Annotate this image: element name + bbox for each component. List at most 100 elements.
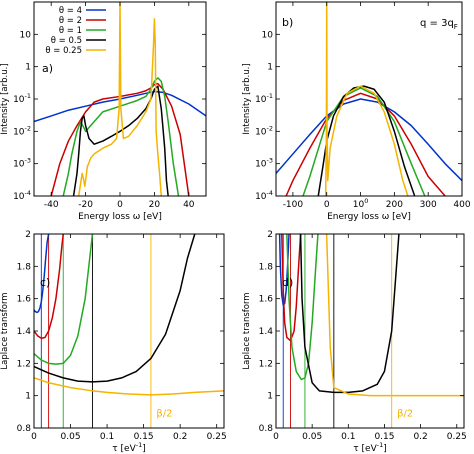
y-tick-label: 0.8 [17, 424, 32, 434]
x-tick-label: 0.15 [134, 432, 154, 442]
series-line [285, 92, 446, 196]
y-tick-label: 1.6 [259, 295, 274, 305]
y-tick-label: 1 [25, 392, 31, 402]
series-line [34, 377, 224, 396]
annotation-beta: β/2 [397, 409, 413, 420]
y-tick-label: 10-1 [13, 92, 31, 105]
y-tick-label: 10-3 [255, 157, 273, 170]
x-tick-label: -20 [78, 200, 93, 210]
y-tick-label: 1.2 [259, 359, 273, 369]
x-tick-label: 20 [149, 200, 161, 210]
x-tick-label: 300 [420, 200, 437, 210]
y-tick-label: 2 [25, 230, 31, 240]
y-tick-label: 1.4 [259, 327, 274, 337]
x-tick-label: 0.2 [173, 432, 187, 442]
legend-label: θ = 0.25 [45, 46, 82, 56]
panel-label: c) [40, 276, 50, 289]
y-axis-label: Intensity [arb.u.] [0, 63, 10, 134]
y-tick-label: 1.8 [17, 262, 32, 272]
series-line [281, 234, 302, 342]
x-axis-label: Energy loss ω [eV] [327, 212, 411, 222]
y-tick-label: 10-4 [13, 189, 31, 202]
y-tick-label: 1.4 [17, 327, 32, 337]
annotation-q: q = 3qF [420, 18, 458, 31]
plot-frame [275, 1, 463, 197]
x-tick-label: 200 [386, 200, 403, 210]
series-line [286, 234, 319, 381]
series-line [317, 85, 416, 196]
series-line [276, 98, 462, 182]
series-line [324, 2, 409, 196]
y-tick-label: 1 [25, 63, 31, 73]
x-tick-label: 0.25 [447, 432, 467, 442]
series-line [50, 82, 190, 196]
x-axis-label: Energy loss ω [eV] [78, 212, 162, 222]
plot-frame [33, 233, 225, 429]
series-line [302, 87, 426, 196]
series-line [325, 234, 464, 397]
y-axis-label: Intensity [arb.u.] [242, 63, 252, 134]
y-tick-label: 1.6 [17, 295, 32, 305]
panel-d: 0 0.05 0.1 0.15 0.2 0.25 0.8 1 1.2 1.4 1.6 1.8 2 τ [e… [242, 230, 467, 454]
x-tick-label: -100 [283, 200, 304, 210]
y-axis-label: Laplace transform [0, 292, 10, 369]
plot-area [34, 2, 206, 196]
series-line [77, 2, 163, 196]
series-line [72, 85, 169, 196]
plot-area [276, 2, 462, 196]
legend-label: θ = 2 [59, 16, 82, 26]
y-tick-label: 10-4 [255, 189, 273, 202]
series-line [34, 234, 64, 340]
x-tick-label: 40 [183, 200, 195, 210]
panel-a: -40 -20 0 20 40 10 1 10-1 10-2 10-3 10-4 Energy los… [0, 1, 207, 222]
series-line [62, 77, 180, 196]
legend: θ = 4θ = 2θ = 1θ = 0.5θ = 0.25 [45, 6, 106, 56]
series-line [299, 234, 400, 394]
x-tick-label: 0.05 [302, 432, 322, 442]
plot-area [278, 234, 464, 428]
y-axis-label: Laplace transform [242, 292, 252, 369]
x-tick-label: 0.2 [413, 432, 427, 442]
y-tick-label: 10-3 [13, 157, 31, 170]
x-tick-label: 0 [117, 200, 123, 210]
panel-b: -100 0 100 200 300 400 10 1 10-1 10-2 10-3 10-4 Ener… [242, 1, 471, 222]
x-axis-label: τ [eV-1] [112, 441, 145, 454]
y-tick-label: 10 [20, 30, 32, 40]
x-tick-label: 0 [273, 432, 279, 442]
x-tick-label: 0 [31, 432, 37, 442]
series-line [34, 234, 196, 383]
panel-label: a) [42, 62, 53, 75]
y-tick-label: 1 [267, 63, 273, 73]
y-tick-label: 10-2 [13, 124, 31, 137]
series-line [34, 234, 50, 314]
annotation-beta: β/2 [156, 409, 172, 420]
y-tick-label: 0.8 [259, 424, 274, 434]
y-tick-label: 10-1 [255, 92, 273, 105]
legend-label: θ = 0.5 [51, 36, 82, 46]
legend-label: θ = 1 [59, 26, 82, 36]
x-tick-label: 0.05 [61, 432, 81, 442]
y-tick-label: 10 [262, 30, 274, 40]
x-tick-label: -40 [44, 200, 59, 210]
y-tick-label: 2 [267, 230, 273, 240]
x-tick-label: 100 [353, 197, 369, 210]
x-tick-label: 0.1 [341, 432, 355, 442]
panel-label: d) [282, 276, 293, 289]
x-axis-label: τ [eV-1] [353, 441, 386, 454]
y-tick-label: 10-2 [255, 124, 273, 137]
x-tick-label: 400 [453, 200, 470, 210]
plot-area [34, 234, 224, 428]
x-tick-label: 0.1 [100, 432, 114, 442]
y-tick-label: 1.8 [259, 262, 274, 272]
series-line [34, 90, 206, 123]
series-line [34, 234, 94, 365]
x-tick-label: 0.25 [207, 432, 227, 442]
legend-label: θ = 4 [59, 6, 82, 16]
x-tick-label: 0 [324, 200, 330, 210]
x-tick-label: 0.15 [374, 432, 394, 442]
y-tick-label: 1.2 [17, 359, 31, 369]
panel-c: 0 0.05 0.1 0.15 0.2 0.25 0.8 1 1.2 1.4 1.6 1.8 2 τ [e… [0, 230, 227, 454]
y-tick-label: 1 [267, 392, 273, 402]
panel-label: b) [282, 16, 293, 29]
